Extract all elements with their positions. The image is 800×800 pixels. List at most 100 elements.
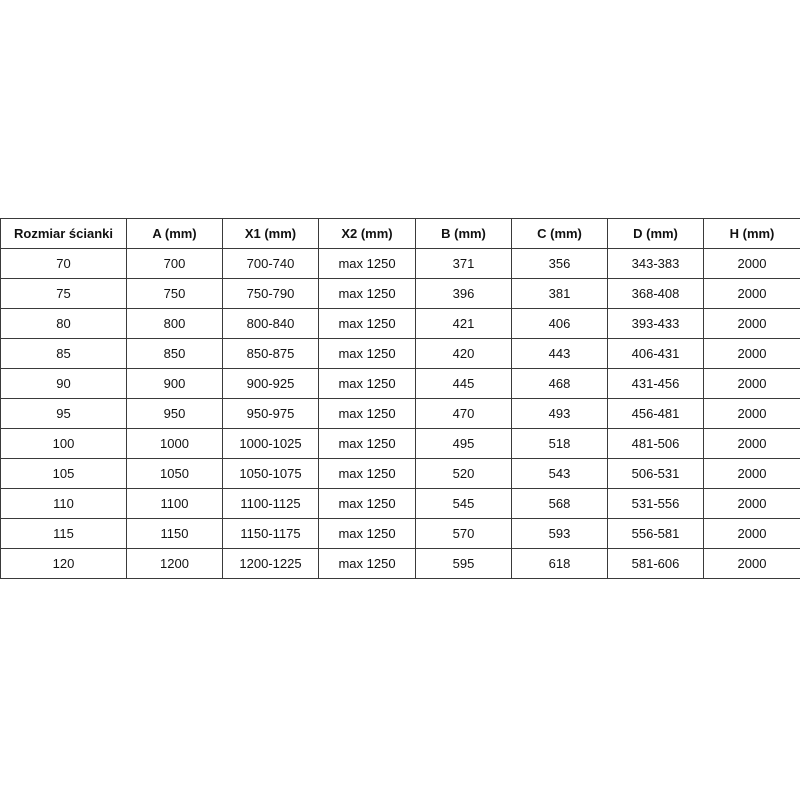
table-cell: 2000 — [703, 308, 800, 339]
table-cell: 531-556 — [607, 488, 704, 519]
table-cell: 2000 — [703, 488, 800, 519]
table-cell: 2000 — [703, 278, 800, 309]
table-cell: 2000 — [703, 368, 800, 399]
table-cell: 356 — [511, 248, 608, 279]
table-cell: 495 — [415, 428, 512, 459]
table-cell: 520 — [415, 458, 512, 489]
table-cell: 568 — [511, 488, 608, 519]
table-row: 120 1200 1200-1225 max 1250 595 618 581-606 200… — [0, 548, 800, 579]
table-cell: 1100 — [126, 488, 223, 519]
table-row: 80 800 800-840 max 1250 421 406 393-433 2000 — [0, 308, 800, 339]
table-cell: 618 — [511, 548, 608, 579]
table-cell: 100 — [0, 428, 127, 459]
table-cell: max 1250 — [318, 368, 416, 399]
table-cell: 1150 — [126, 518, 223, 549]
table-cell: 545 — [415, 488, 512, 519]
table-row: 95 950 950-975 max 1250 470 493 456-481 2000 — [0, 398, 800, 429]
table-cell: 105 — [0, 458, 127, 489]
table-cell: 445 — [415, 368, 512, 399]
table-cell: 110 — [0, 488, 127, 519]
table-cell: 70 — [0, 248, 127, 279]
table-cell: 421 — [415, 308, 512, 339]
table-cell: max 1250 — [318, 428, 416, 459]
table-cell: 1000 — [126, 428, 223, 459]
table-cell: 493 — [511, 398, 608, 429]
table-cell: 506-531 — [607, 458, 704, 489]
table-cell: 80 — [0, 308, 127, 339]
table-cell: 371 — [415, 248, 512, 279]
table-cell: 900-925 — [222, 368, 319, 399]
table-cell: 90 — [0, 368, 127, 399]
table-cell: 1150-1175 — [222, 518, 319, 549]
table-cell: 120 — [0, 548, 127, 579]
column-header: B (mm) — [415, 218, 512, 249]
table-cell: 1050 — [126, 458, 223, 489]
table-cell: 2000 — [703, 518, 800, 549]
table-cell: 406 — [511, 308, 608, 339]
table-cell: 750-790 — [222, 278, 319, 309]
table-cell: 1200-1225 — [222, 548, 319, 579]
table-cell: max 1250 — [318, 458, 416, 489]
table-cell: 2000 — [703, 338, 800, 369]
table-row: 85 850 850-875 max 1250 420 443 406-431 2000 — [0, 338, 800, 369]
table-row: 115 1150 1150-1175 max 1250 570 593 556-581 200… — [0, 518, 800, 549]
table-row: 110 1100 1100-1125 max 1250 545 568 531-556 200… — [0, 488, 800, 519]
table-cell: 95 — [0, 398, 127, 429]
table-cell: 800-840 — [222, 308, 319, 339]
table-cell: 470 — [415, 398, 512, 429]
table-cell: 2000 — [703, 548, 800, 579]
column-header: C (mm) — [511, 218, 608, 249]
table-cell: 456-481 — [607, 398, 704, 429]
table-cell: 431-456 — [607, 368, 704, 399]
table-cell: 1050-1075 — [222, 458, 319, 489]
table-cell: 750 — [126, 278, 223, 309]
column-header: H (mm) — [703, 218, 800, 249]
table-cell: 518 — [511, 428, 608, 459]
table-cell: 950 — [126, 398, 223, 429]
table-row: 105 1050 1050-1075 max 1250 520 543 506-531 200… — [0, 458, 800, 489]
table-cell: 593 — [511, 518, 608, 549]
column-header: A (mm) — [126, 218, 223, 249]
table-cell: max 1250 — [318, 248, 416, 279]
table-cell: 406-431 — [607, 338, 704, 369]
table-row: 70 700 700-740 max 1250 371 356 343-383 2000 — [0, 248, 800, 279]
table-cell: max 1250 — [318, 338, 416, 369]
column-header: X1 (mm) — [222, 218, 319, 249]
table-cell: 343-383 — [607, 248, 704, 279]
column-header: D (mm) — [607, 218, 704, 249]
table-cell: max 1250 — [318, 308, 416, 339]
table-cell: 381 — [511, 278, 608, 309]
table-cell: 2000 — [703, 458, 800, 489]
table-cell: 556-581 — [607, 518, 704, 549]
table-cell: 2000 — [703, 248, 800, 279]
table-cell: 1100-1125 — [222, 488, 319, 519]
table-cell: 700 — [126, 248, 223, 279]
table-cell: 850 — [126, 338, 223, 369]
table-cell: 700-740 — [222, 248, 319, 279]
table-cell: 75 — [0, 278, 127, 309]
table-cell: 115 — [0, 518, 127, 549]
table-cell: 443 — [511, 338, 608, 369]
table-cell: max 1250 — [318, 518, 416, 549]
table-cell: 595 — [415, 548, 512, 579]
table-cell: 800 — [126, 308, 223, 339]
table-row: 90 900 900-925 max 1250 445 468 431-456 2000 — [0, 368, 800, 399]
table-cell: 393-433 — [607, 308, 704, 339]
table-cell: 950-975 — [222, 398, 319, 429]
table-cell: 481-506 — [607, 428, 704, 459]
table-cell: max 1250 — [318, 488, 416, 519]
table-cell: 2000 — [703, 398, 800, 429]
table-cell: 850-875 — [222, 338, 319, 369]
table-cell: 85 — [0, 338, 127, 369]
table-cell: 581-606 — [607, 548, 704, 579]
table-cell: 368-408 — [607, 278, 704, 309]
header-row: Rozmiar ścianki A (mm) X1 (mm) X2 (mm) B (mm… — [0, 218, 800, 249]
dimensions-table: Rozmiar ścianki A (mm) X1 (mm) X2 (mm) B (mm… — [0, 218, 800, 579]
table-cell: 468 — [511, 368, 608, 399]
table-cell: 2000 — [703, 428, 800, 459]
table-cell: max 1250 — [318, 548, 416, 579]
table-cell: 1200 — [126, 548, 223, 579]
table-cell: 543 — [511, 458, 608, 489]
table-cell: max 1250 — [318, 278, 416, 309]
column-header: X2 (mm) — [318, 218, 416, 249]
